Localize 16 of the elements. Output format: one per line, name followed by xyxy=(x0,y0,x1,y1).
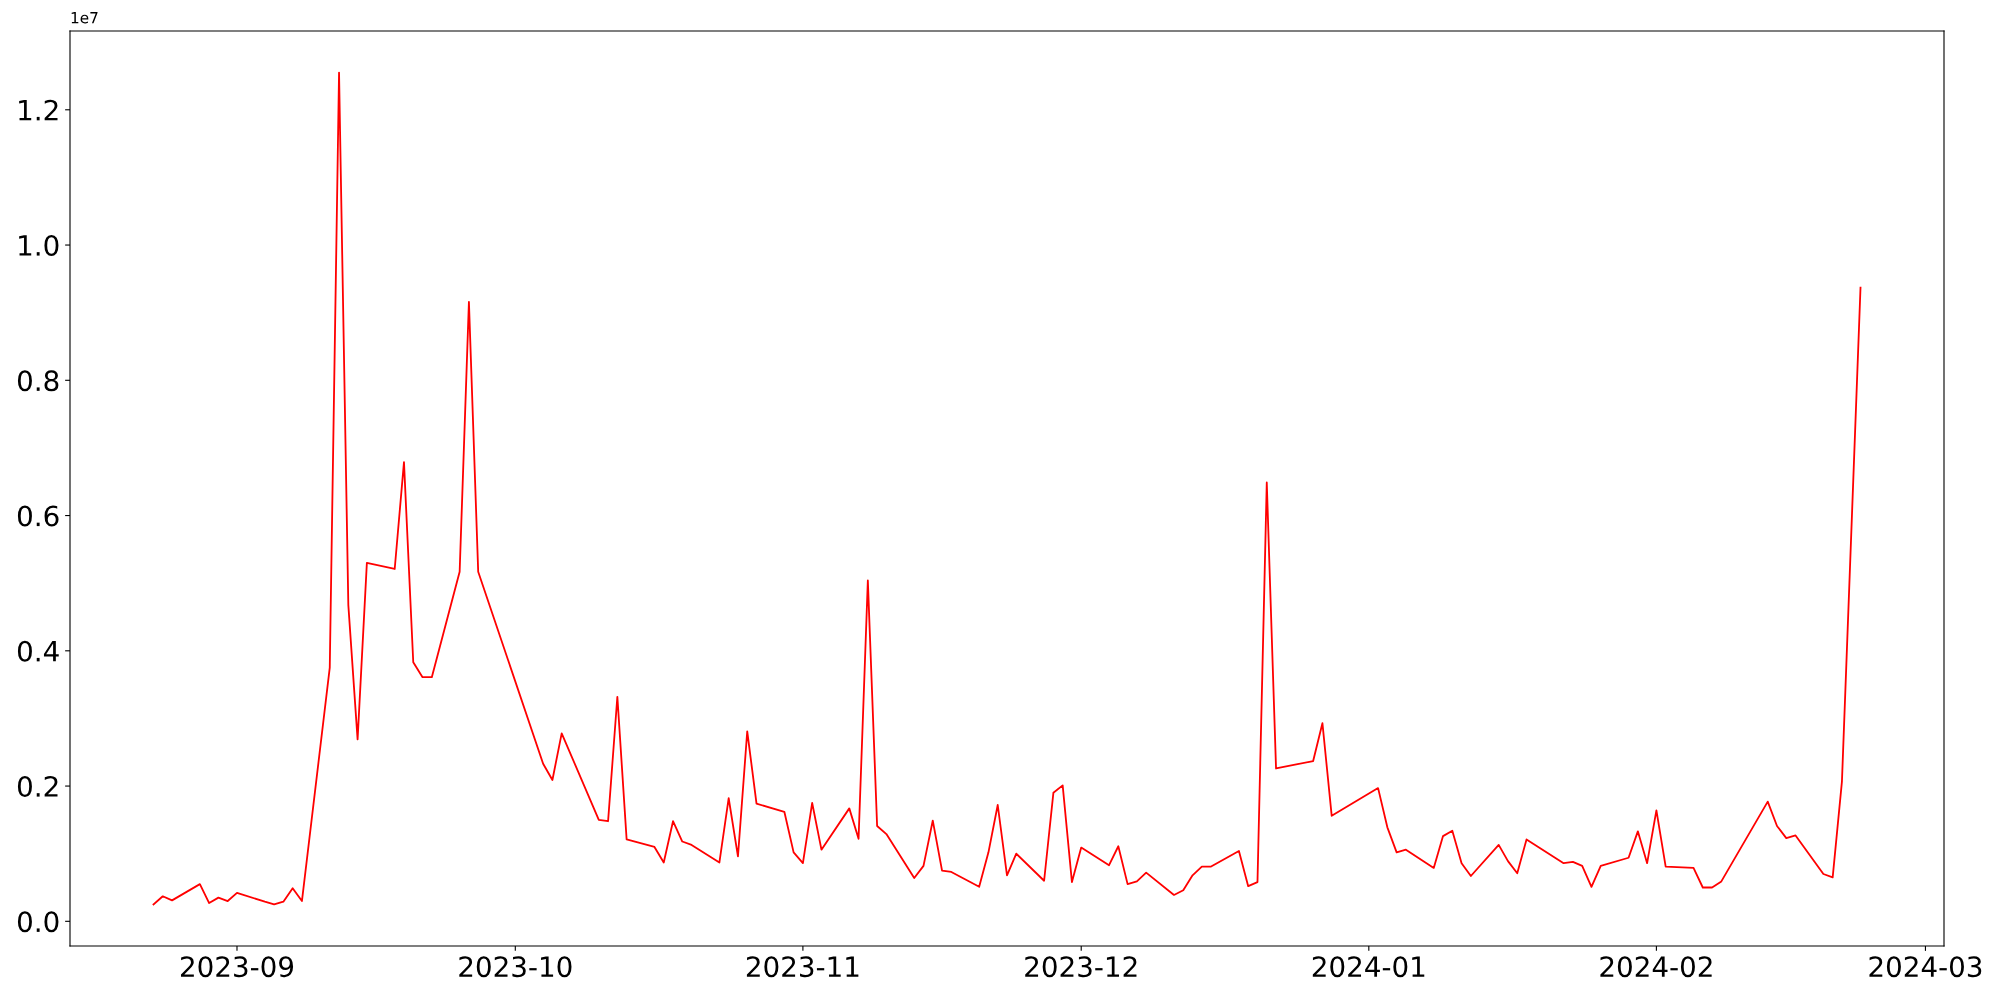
x-tick-label: 2024-03 xyxy=(1869,956,1982,978)
x-tick-label: 2023-11 xyxy=(746,956,859,978)
y-tick-label: 0.2 xyxy=(17,776,58,798)
y-tick-label: 0.4 xyxy=(17,640,59,662)
line-series xyxy=(152,71,1862,906)
text: 1e7 xyxy=(71,12,98,24)
y-tick-label: 0.0 xyxy=(17,911,59,933)
y-tick-label: 1.0 xyxy=(19,234,59,256)
x-tick-label: 2024-01 xyxy=(1312,956,1425,978)
y-tick-label: 1.2 xyxy=(19,99,58,121)
x-tick-label: 2023-12 xyxy=(1025,956,1137,978)
y-tick-label: 0.8 xyxy=(17,370,59,392)
x-tick-label: 2024-02 xyxy=(1600,956,1712,978)
x-tick-label: 2023-10 xyxy=(459,956,572,978)
y-tick-label: 0.6 xyxy=(17,505,59,527)
x-tick-label: 2023-09 xyxy=(180,956,294,978)
